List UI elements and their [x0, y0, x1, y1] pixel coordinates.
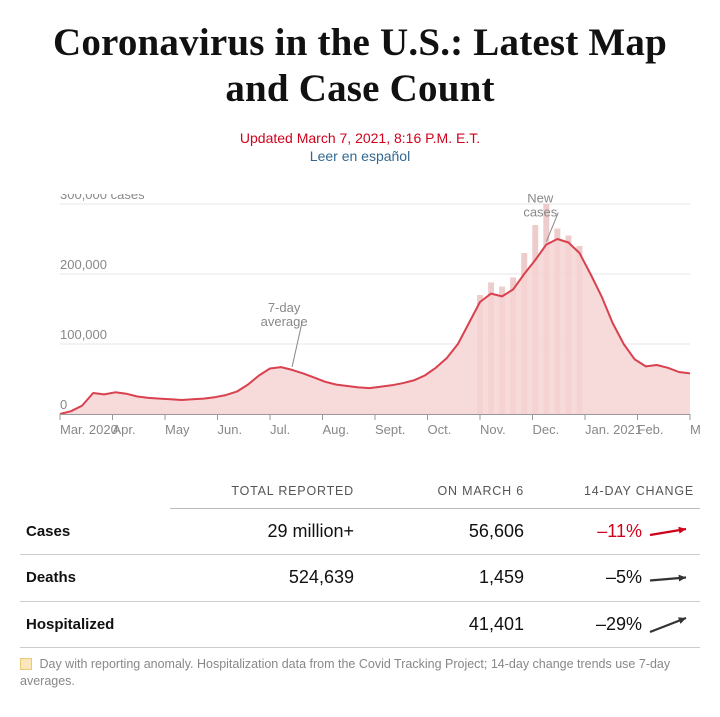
- svg-text:100,000: 100,000: [60, 327, 107, 342]
- svg-text:Jul.: Jul.: [270, 422, 290, 437]
- svg-text:0: 0: [60, 397, 67, 412]
- stats-header-row: TOTAL REPORTEDON MARCH 614-DAY CHANGE: [20, 474, 700, 509]
- row-label: Cases: [20, 509, 170, 555]
- svg-text:Mar.: Mar.: [690, 422, 700, 437]
- footnote: Day with reporting anomaly. Hospitalizat…: [20, 656, 700, 690]
- on-date-value: 41,401: [360, 601, 530, 647]
- svg-text:Mar. 2020: Mar. 2020: [60, 422, 118, 437]
- total-reported-value: [170, 601, 360, 647]
- svg-text:Nov.: Nov.: [480, 422, 506, 437]
- svg-text:Jan. 2021: Jan. 2021: [585, 422, 642, 437]
- trend-arrow-icon: [648, 569, 694, 589]
- svg-text:300,000 cases: 300,000 cases: [60, 194, 145, 202]
- stats-col-header: [20, 474, 170, 509]
- svg-text:Sept.: Sept.: [375, 422, 405, 437]
- svg-text:Oct.: Oct.: [428, 422, 452, 437]
- change-value: –11%: [530, 509, 700, 555]
- table-row: Cases29 million+56,606–11%: [20, 509, 700, 555]
- svg-text:200,000: 200,000: [60, 257, 107, 272]
- svg-text:cases: cases: [523, 205, 557, 220]
- trend-arrow-icon: [648, 615, 694, 635]
- trend-arrow-icon: [648, 522, 694, 542]
- header-meta: Updated March 7, 2021, 8:16 P.M. E.T. Le…: [20, 130, 700, 164]
- svg-text:Aug.: Aug.: [323, 422, 350, 437]
- page-root: Coronavirus in the U.S.: Latest Map and …: [0, 0, 720, 700]
- page-title: Coronavirus in the U.S.: Latest Map and …: [30, 20, 690, 112]
- svg-text:Apr.: Apr.: [113, 422, 136, 437]
- total-reported-value: 29 million+: [170, 509, 360, 555]
- row-label: Hospitalized: [20, 601, 170, 647]
- table-row: Hospitalized 41,401–29%: [20, 601, 700, 647]
- updated-timestamp: Updated March 7, 2021, 8:16 P.M. E.T.: [20, 130, 700, 146]
- cases-chart: 0 100,000 200,000 300,000 cases Mar. 2020Apr…: [20, 194, 700, 464]
- change-value: –29%: [530, 601, 700, 647]
- svg-text:Feb.: Feb.: [638, 422, 664, 437]
- stats-col-header: 14-DAY CHANGE: [530, 474, 700, 509]
- svg-text:7-day: 7-day: [268, 300, 301, 315]
- row-label: Deaths: [20, 555, 170, 601]
- total-reported-value: 524,639: [170, 555, 360, 601]
- on-date-value: 1,459: [360, 555, 530, 601]
- footnote-text: Day with reporting anomaly. Hospitalizat…: [20, 657, 670, 688]
- cases-chart-svg: 0 100,000 200,000 300,000 cases Mar. 2020Apr…: [20, 194, 700, 464]
- table-row: Deaths524,6391,459–5%: [20, 555, 700, 601]
- anomaly-swatch-icon: [20, 658, 32, 670]
- on-date-value: 56,606: [360, 509, 530, 555]
- svg-text:Jun.: Jun.: [218, 422, 243, 437]
- change-value: –5%: [530, 555, 700, 601]
- stats-table: TOTAL REPORTEDON MARCH 614-DAY CHANGE Ca…: [20, 474, 700, 648]
- language-link[interactable]: Leer en español: [310, 148, 410, 164]
- stats-col-header: ON MARCH 6: [360, 474, 530, 509]
- svg-text:Dec.: Dec.: [533, 422, 560, 437]
- svg-text:May: May: [165, 422, 190, 437]
- stats-col-header: TOTAL REPORTED: [170, 474, 360, 509]
